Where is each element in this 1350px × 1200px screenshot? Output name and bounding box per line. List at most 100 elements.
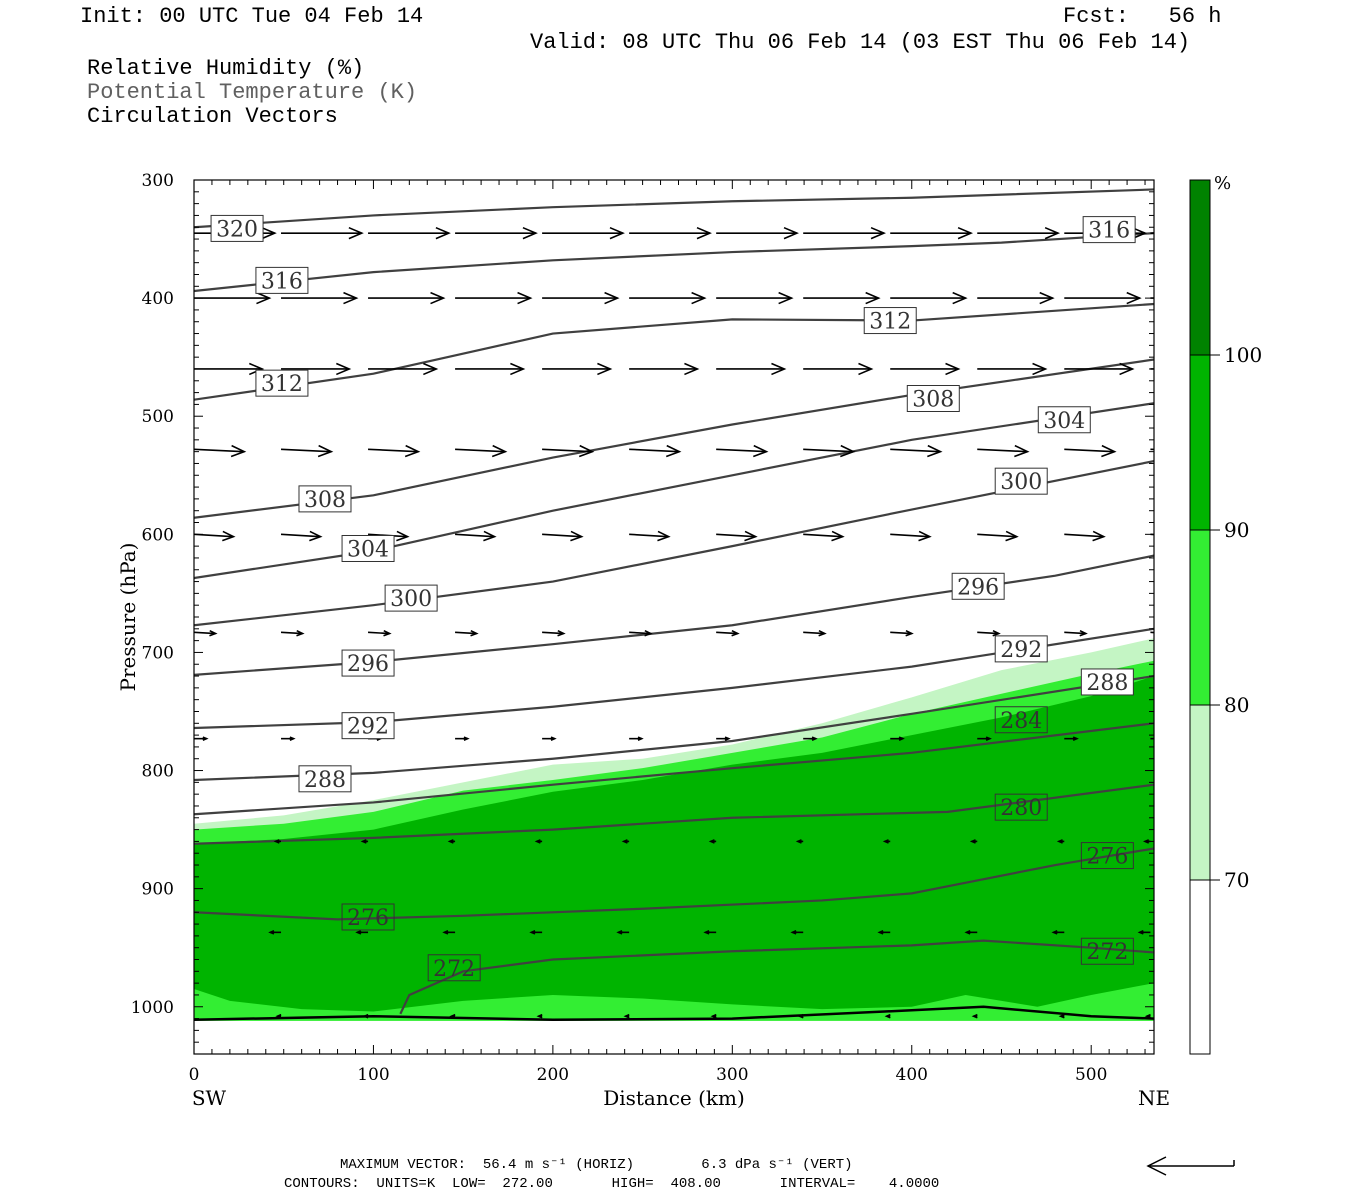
theta-contour-312: [194, 302, 1154, 401]
vector-arrow: [449, 1013, 456, 1019]
x-tick-label: 500: [1075, 1065, 1107, 1085]
x-tick-label: 0: [189, 1065, 200, 1085]
colorbar-frame: [1189, 179, 1211, 1055]
vector-arrow: [455, 291, 533, 305]
svg-text:284: 284: [1000, 709, 1042, 734]
vector-arrow: [971, 1013, 978, 1019]
theta-label-304: 304: [341, 534, 395, 562]
vector-arrow: [442, 930, 456, 935]
reference-vector-arrow: [1146, 1156, 1235, 1176]
vector-arrow: [183, 931, 194, 934]
vector-arrow: [1051, 930, 1065, 935]
y-tick-label: 500: [142, 407, 174, 427]
svg-text:272: 272: [433, 957, 475, 982]
vector-arrow: [1064, 444, 1117, 458]
theta-label-300: 300: [994, 467, 1048, 495]
vector-arrow: [716, 226, 799, 240]
vector-arrow: [455, 226, 538, 240]
theta-label-284: 284: [994, 706, 1048, 734]
vector-arrow: [355, 930, 369, 935]
vector-arrow: [890, 629, 914, 637]
theta-contour-320: [194, 188, 1154, 229]
colorbar-label: 100: [1224, 343, 1262, 367]
theta-label-320: 320: [210, 214, 264, 242]
vector-arrow: [534, 839, 543, 844]
svg-text:300: 300: [390, 587, 432, 612]
theta-label-276: 276: [1080, 842, 1134, 870]
vector-arrow: [616, 930, 630, 935]
vector-arrow: [1056, 839, 1065, 844]
vector-arrow: [455, 362, 526, 376]
vector-arrow: [890, 226, 974, 240]
vector-arrow: [194, 629, 218, 637]
vector-arrow: [890, 444, 943, 458]
x-end-label-ne: NE: [1138, 1086, 1170, 1110]
vector-arrow: [1150, 297, 1154, 299]
colorbar-label: 90: [1224, 518, 1249, 542]
theta-label-292: 292: [341, 712, 395, 740]
svg-text:308: 308: [912, 388, 954, 413]
field-label-rh: Relative Humidity (%): [87, 56, 365, 81]
y-axis-title: Pressure (hPa): [116, 543, 140, 692]
vector-arrow: [455, 629, 479, 637]
vector-arrow: [273, 839, 282, 844]
vector-arrow: [890, 362, 961, 376]
vector-arrow: [362, 1013, 369, 1019]
vector-arrow: [194, 291, 272, 305]
vector-arrow: [890, 291, 968, 305]
vector-arrow: [629, 444, 682, 458]
vector-arrow: [629, 362, 700, 376]
theta-label-308: 308: [298, 485, 352, 513]
y-tick-label: 900: [142, 880, 174, 900]
theta-label-272: 272: [427, 954, 481, 982]
vector-arrow: [703, 930, 717, 935]
svg-text:312: 312: [869, 310, 911, 335]
vector-arrow: [455, 444, 508, 458]
colorbar-segment: [1190, 180, 1210, 355]
x-tick-label: 400: [896, 1065, 928, 1085]
theta-label-288: 288: [298, 765, 352, 793]
theta-label-300: 300: [384, 584, 438, 612]
vector-arrow: [964, 930, 978, 935]
vector-arrow: [447, 839, 456, 844]
theta-label-316: 316: [1082, 216, 1136, 244]
vector-arrow: [969, 839, 978, 844]
vector-arrow: [977, 629, 1001, 637]
vector-arrow: [716, 362, 787, 376]
colorbar-segment: [1190, 705, 1210, 880]
vector-arrow: [629, 530, 671, 542]
vector-arrow: [1064, 736, 1079, 741]
colorbar-label: 80: [1224, 693, 1249, 717]
vector-arrow: [716, 736, 731, 741]
svg-text:292: 292: [347, 715, 389, 740]
vector-arrow: [977, 362, 1048, 376]
vector-arrow: [795, 839, 804, 844]
vector-arrow: [797, 1013, 804, 1019]
theta-contour-284: [194, 722, 1154, 816]
vector-arrow: [977, 226, 1061, 240]
vector-arrow: [360, 839, 369, 844]
vector-arrow: [189, 840, 194, 843]
field-label-theta: Potential Temperature (K): [87, 80, 418, 105]
vector-arrow: [194, 736, 209, 741]
vector-arrow: [1150, 737, 1154, 740]
y-tick-label: 600: [142, 525, 174, 545]
contour-info-note: CONTOURS: UNITS=K LOW= 272.00 HIGH= 408.…: [284, 1176, 940, 1192]
vector-arrow: [281, 362, 352, 376]
svg-text:288: 288: [304, 768, 346, 793]
vector-arrow: [1150, 533, 1154, 536]
svg-text:276: 276: [347, 906, 389, 931]
vector-arrow: [629, 291, 707, 305]
theta-label-288: 288: [1080, 668, 1134, 696]
vector-arrow: [542, 291, 620, 305]
vector-arrow: [368, 629, 392, 637]
svg-text:296: 296: [347, 652, 389, 677]
vector-arrow: [716, 530, 758, 542]
theta-label-276: 276: [341, 903, 395, 931]
vector-arrow: [629, 736, 644, 741]
theta-label-292: 292: [994, 635, 1048, 663]
vector-arrow: [542, 530, 584, 542]
init-time: Init: 00 UTC Tue 04 Feb 14: [80, 4, 424, 29]
vector-arrow: [542, 444, 595, 458]
vector-arrow: [877, 930, 891, 935]
